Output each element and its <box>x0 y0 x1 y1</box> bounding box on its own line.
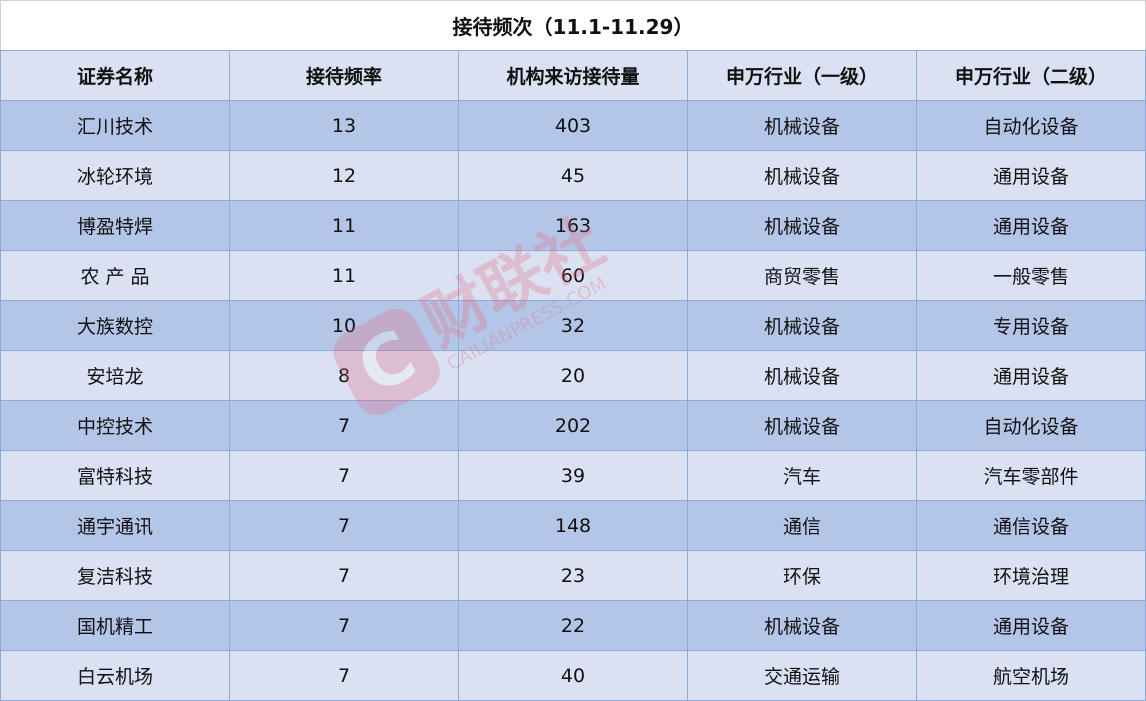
cell-stock-name: 汇川技术 <box>0 100 230 151</box>
cell-institution-visits: 40 <box>458 650 688 701</box>
cell-sw-industry-l2: 航空机场 <box>916 650 1146 701</box>
cell-institution-visits: 60 <box>458 250 688 301</box>
table-row: 冰轮环境 12 45 机械设备 通用设备 <box>0 150 1146 201</box>
table-row: 汇川技术 13 403 机械设备 自动化设备 <box>0 100 1146 151</box>
cell-sw-industry-l2: 专用设备 <box>916 300 1146 351</box>
cell-sw-industry-l1: 机械设备 <box>687 400 917 451</box>
cell-sw-industry-l2: 自动化设备 <box>916 100 1146 151</box>
table-row: 通宇通讯 7 148 通信 通信设备 <box>0 500 1146 551</box>
cell-sw-industry-l1: 通信 <box>687 500 917 551</box>
header-row: 证券名称 接待频率 机构来访接待量 申万行业（一级） 申万行业（二级） <box>0 50 1146 101</box>
table-title: 接待频次（11.1-11.29） <box>0 0 1146 50</box>
cell-reception-frequency: 10 <box>229 300 459 351</box>
cell-institution-visits: 22 <box>458 600 688 651</box>
cell-sw-industry-l1: 机械设备 <box>687 300 917 351</box>
cell-reception-frequency: 7 <box>229 400 459 451</box>
cell-sw-industry-l1: 机械设备 <box>687 600 917 651</box>
cell-stock-name: 大族数控 <box>0 300 230 351</box>
table-row: 农 产 品 11 60 商贸零售 一般零售 <box>0 250 1146 301</box>
column-header-reception-frequency: 接待频率 <box>229 50 459 101</box>
cell-sw-industry-l1: 商贸零售 <box>687 250 917 301</box>
cell-stock-name: 国机精工 <box>0 600 230 651</box>
cell-institution-visits: 403 <box>458 100 688 151</box>
cell-institution-visits: 202 <box>458 400 688 451</box>
cell-stock-name: 富特科技 <box>0 450 230 501</box>
cell-sw-industry-l2: 通用设备 <box>916 600 1146 651</box>
cell-sw-industry-l1: 汽车 <box>687 450 917 501</box>
cell-reception-frequency: 13 <box>229 100 459 151</box>
column-header-stock-name: 证券名称 <box>0 50 230 101</box>
cell-sw-industry-l1: 机械设备 <box>687 200 917 251</box>
cell-institution-visits: 20 <box>458 350 688 401</box>
cell-institution-visits: 148 <box>458 500 688 551</box>
cell-sw-industry-l1: 机械设备 <box>687 100 917 151</box>
cell-sw-industry-l2: 通用设备 <box>916 350 1146 401</box>
cell-stock-name: 博盈特焊 <box>0 200 230 251</box>
cell-sw-industry-l2: 汽车零部件 <box>916 450 1146 501</box>
cell-stock-name: 中控技术 <box>0 400 230 451</box>
cell-sw-industry-l1: 机械设备 <box>687 150 917 201</box>
cell-sw-industry-l1: 交通运输 <box>687 650 917 701</box>
cell-stock-name: 白云机场 <box>0 650 230 701</box>
cell-reception-frequency: 7 <box>229 550 459 601</box>
cell-stock-name: 安培龙 <box>0 350 230 401</box>
table-row: 富特科技 7 39 汽车 汽车零部件 <box>0 450 1146 501</box>
table-row: 中控技术 7 202 机械设备 自动化设备 <box>0 400 1146 451</box>
cell-institution-visits: 39 <box>458 450 688 501</box>
cell-institution-visits: 23 <box>458 550 688 601</box>
cell-reception-frequency: 8 <box>229 350 459 401</box>
cell-sw-industry-l1: 机械设备 <box>687 350 917 401</box>
cell-reception-frequency: 7 <box>229 500 459 551</box>
cell-sw-industry-l2: 环境治理 <box>916 550 1146 601</box>
cell-reception-frequency: 7 <box>229 450 459 501</box>
column-header-institution-visits: 机构来访接待量 <box>458 50 688 101</box>
cell-sw-industry-l2: 通用设备 <box>916 150 1146 201</box>
table-row: 国机精工 7 22 机械设备 通用设备 <box>0 600 1146 651</box>
cell-stock-name: 农 产 品 <box>0 250 230 301</box>
cell-sw-industry-l2: 通信设备 <box>916 500 1146 551</box>
table-row: 安培龙 8 20 机械设备 通用设备 <box>0 350 1146 401</box>
table-row: 复洁科技 7 23 环保 环境治理 <box>0 550 1146 601</box>
cell-institution-visits: 163 <box>458 200 688 251</box>
cell-stock-name: 通宇通讯 <box>0 500 230 551</box>
cell-sw-industry-l2: 自动化设备 <box>916 400 1146 451</box>
column-header-sw-industry-l1: 申万行业（一级） <box>687 50 917 101</box>
cell-stock-name: 复洁科技 <box>0 550 230 601</box>
reception-table: 证券名称 接待频率 机构来访接待量 申万行业（一级） 申万行业（二级） 汇川技术 13 40… <box>0 50 1146 701</box>
cell-institution-visits: 45 <box>458 150 688 201</box>
table-row: 博盈特焊 11 163 机械设备 通用设备 <box>0 200 1146 251</box>
cell-sw-industry-l1: 环保 <box>687 550 917 601</box>
column-header-sw-industry-l2: 申万行业（二级） <box>916 50 1146 101</box>
cell-reception-frequency: 7 <box>229 650 459 701</box>
cell-institution-visits: 32 <box>458 300 688 351</box>
cell-reception-frequency: 12 <box>229 150 459 201</box>
cell-stock-name: 冰轮环境 <box>0 150 230 201</box>
cell-reception-frequency: 11 <box>229 250 459 301</box>
cell-reception-frequency: 11 <box>229 200 459 251</box>
cell-sw-industry-l2: 一般零售 <box>916 250 1146 301</box>
table-row: 白云机场 7 40 交通运输 航空机场 <box>0 650 1146 701</box>
cell-sw-industry-l2: 通用设备 <box>916 200 1146 251</box>
table-row: 大族数控 10 32 机械设备 专用设备 <box>0 300 1146 351</box>
cell-reception-frequency: 7 <box>229 600 459 651</box>
